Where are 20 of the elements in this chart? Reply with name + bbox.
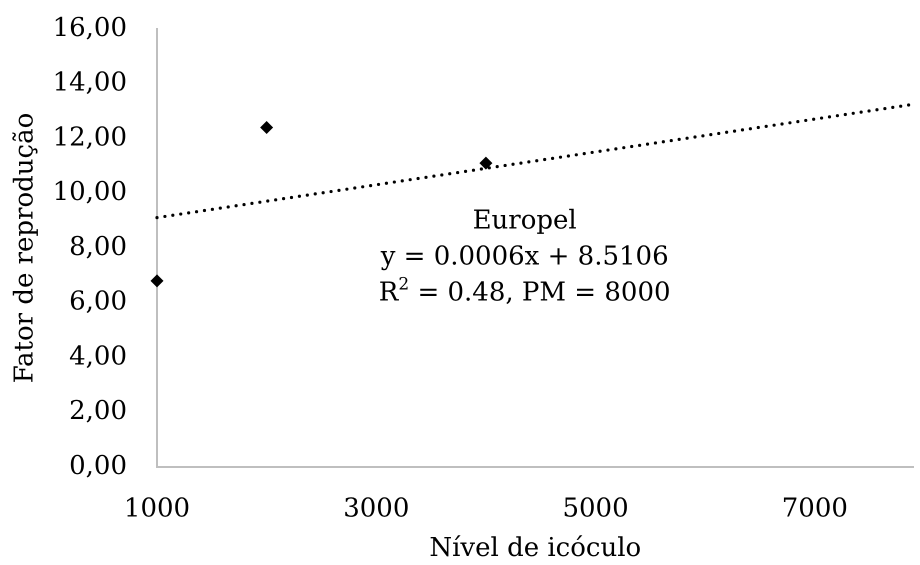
x-axis-title: Nível de icóculo bbox=[429, 533, 642, 564]
point bbox=[479, 156, 492, 170]
y-tick-label: 16,00 bbox=[52, 12, 127, 43]
y-tick-label: 12,00 bbox=[52, 122, 127, 152]
annotation: y = 0.0006x + 8.5106 bbox=[380, 241, 669, 272]
x-tick-label: 5000 bbox=[562, 493, 629, 524]
y-tick-label: 14,00 bbox=[52, 68, 127, 98]
x-tick-label: 7000 bbox=[782, 493, 848, 524]
y-axis-title: Fator de reprodução bbox=[9, 112, 40, 384]
y-tick-label: 10,00 bbox=[52, 177, 127, 207]
point bbox=[150, 274, 164, 288]
y-tick-label: 8,00 bbox=[69, 232, 127, 262]
y-tick-label: 4,00 bbox=[69, 341, 127, 372]
y-tick-label: 2,00 bbox=[69, 396, 127, 426]
y-tick-label: 0,00 bbox=[69, 450, 127, 481]
point bbox=[260, 121, 274, 134]
x-tick-label: 1000 bbox=[124, 493, 190, 524]
y-tick-label: 6,00 bbox=[69, 286, 127, 316]
annotation: Europel bbox=[472, 205, 577, 236]
x-tick-label: 3000 bbox=[343, 493, 410, 524]
